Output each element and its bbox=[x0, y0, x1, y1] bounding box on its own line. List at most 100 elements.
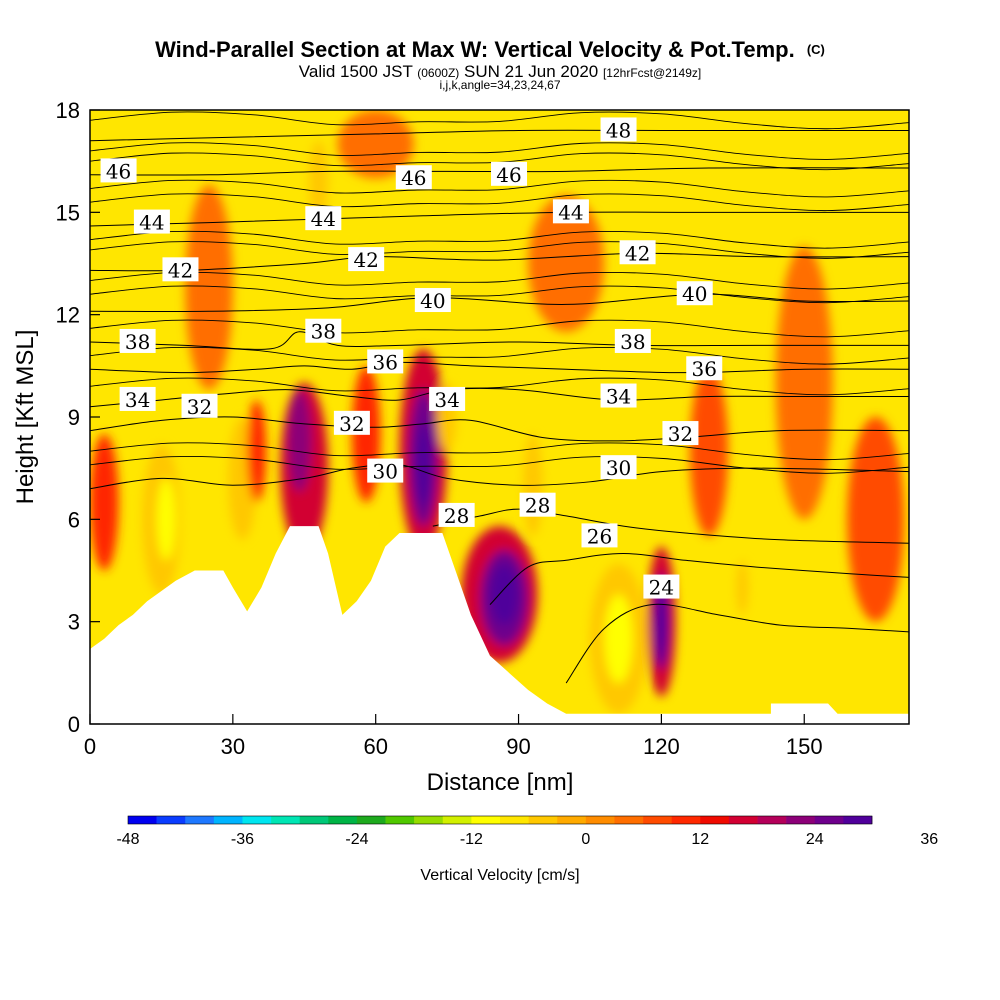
x-axis: 0 30 60 90 120 150 bbox=[84, 714, 823, 759]
theta-contour bbox=[90, 442, 909, 461]
contour-label-text: 34 bbox=[125, 388, 150, 412]
contour-label: 26 bbox=[581, 523, 618, 548]
colorbar-swatch bbox=[671, 816, 701, 824]
theta-contour bbox=[90, 241, 909, 259]
contour-label-text: 42 bbox=[353, 248, 378, 272]
y-axis-label: Height [Kft MSL] bbox=[12, 330, 39, 505]
x-tick-label: 150 bbox=[786, 734, 823, 759]
contour-label-text: 36 bbox=[372, 350, 397, 374]
contour-label: 32 bbox=[181, 393, 218, 419]
colorbar-swatch bbox=[414, 816, 444, 824]
colorbar-ticks: -48 -36 -24 -12 0 12 24 36 bbox=[116, 831, 938, 848]
y-axis: 0 3 6 9 12 15 18 bbox=[56, 98, 100, 737]
contour-label-text: 28 bbox=[525, 494, 550, 518]
contour-label: 34 bbox=[429, 386, 466, 412]
contour-label-text: 26 bbox=[587, 524, 612, 548]
colorbar-swatch bbox=[156, 816, 186, 824]
y-tick-label: 9 bbox=[68, 405, 80, 430]
velocity-cell bbox=[847, 416, 905, 622]
colorbar-swatch bbox=[528, 816, 558, 824]
contour-label: 30 bbox=[600, 455, 637, 480]
contour-label: 32 bbox=[662, 421, 699, 446]
velocity-cell bbox=[689, 365, 729, 537]
velocity-cell bbox=[736, 560, 749, 615]
copyright-mark: (C) bbox=[807, 42, 825, 57]
x-tick-label: 90 bbox=[506, 734, 530, 759]
contour-label-text: 42 bbox=[625, 241, 650, 265]
theta-contour bbox=[90, 377, 909, 396]
velocity-cell bbox=[287, 389, 312, 493]
velocity-cell bbox=[775, 246, 833, 520]
colorbar-tick-label: 24 bbox=[806, 831, 824, 848]
theta-contour bbox=[90, 193, 909, 212]
contour-label: 44 bbox=[552, 199, 589, 224]
x-tick-label: 120 bbox=[643, 734, 680, 759]
contour-label: 46 bbox=[100, 158, 137, 183]
theta-contour bbox=[90, 416, 909, 442]
colorbar bbox=[127, 815, 873, 825]
theta-contour bbox=[489, 552, 909, 605]
colorbar-label: Vertical Velocity [cm/s] bbox=[420, 867, 579, 884]
colorbar-swatch bbox=[700, 816, 730, 824]
terrain bbox=[90, 526, 909, 724]
contour-label-text: 32 bbox=[339, 412, 364, 436]
velocity-cell bbox=[416, 423, 431, 506]
contour-label-text: 32 bbox=[187, 395, 212, 419]
y-tick-label: 6 bbox=[68, 507, 80, 532]
contour-label: 28 bbox=[438, 502, 475, 528]
colorbar-tick-label: -36 bbox=[231, 831, 254, 848]
velocity-cell bbox=[156, 478, 176, 561]
colorbar-swatch bbox=[471, 816, 501, 824]
colorbar-tick-label: 12 bbox=[691, 831, 709, 848]
theta-contour bbox=[90, 346, 909, 365]
colorbar-swatch bbox=[643, 816, 672, 824]
theta-contour bbox=[90, 167, 909, 176]
chart-subtitle: Valid 1500 JST (0600Z) SUN 21 Jun 2020 [… bbox=[299, 62, 701, 81]
colorbar-tick-label: -48 bbox=[116, 831, 139, 848]
contour-label: 32 bbox=[333, 410, 370, 436]
contour-label: 38 bbox=[305, 318, 342, 344]
contour-label-text: 48 bbox=[606, 118, 631, 142]
colorbar-swatch bbox=[757, 816, 787, 824]
y-tick-label: 3 bbox=[68, 610, 80, 635]
contour-label-text: 46 bbox=[496, 163, 521, 187]
colorbar-tick-label: -12 bbox=[460, 831, 483, 848]
contour-label-text: 44 bbox=[311, 207, 336, 231]
theta-contour bbox=[90, 129, 909, 142]
contour-label: 34 bbox=[600, 383, 637, 409]
velocity-cell bbox=[489, 563, 519, 626]
contour-label: 46 bbox=[491, 161, 528, 187]
contour-label: 34 bbox=[119, 386, 156, 412]
contour-label: 42 bbox=[162, 257, 199, 282]
contour-label: 24 bbox=[643, 574, 680, 600]
contour-label-text: 46 bbox=[106, 159, 131, 183]
colorbar-swatch bbox=[728, 816, 758, 824]
contour-label: 36 bbox=[686, 356, 723, 381]
contour-label: 30 bbox=[367, 458, 404, 484]
chart-indices: i,j,k,angle=34,23,24,67 bbox=[439, 78, 560, 92]
colorbar-swatch bbox=[814, 816, 844, 824]
contour-label: 28 bbox=[519, 492, 556, 518]
theta-contour bbox=[90, 179, 909, 198]
colorbar-swatch bbox=[442, 816, 472, 824]
contour-label: 44 bbox=[133, 209, 170, 235]
colorbar-swatch bbox=[213, 816, 243, 824]
contour-label-text: 30 bbox=[606, 456, 631, 480]
contour-label-text: 44 bbox=[139, 211, 164, 235]
theta-contour bbox=[90, 319, 909, 338]
colorbar-swatch bbox=[385, 816, 415, 824]
y-tick-label: 12 bbox=[56, 303, 80, 328]
theta-contour bbox=[90, 211, 909, 227]
contour-label-text: 44 bbox=[558, 200, 583, 224]
y-tick-label: 0 bbox=[68, 712, 80, 737]
contour-label: 42 bbox=[348, 247, 385, 272]
contour-label-text: 24 bbox=[649, 576, 674, 600]
theta-contours bbox=[90, 111, 909, 684]
contour-label: 46 bbox=[395, 165, 432, 190]
contour-label: 40 bbox=[414, 288, 451, 313]
colorbar-swatch bbox=[299, 816, 329, 824]
colorbar-swatch bbox=[557, 816, 587, 824]
theta-contour bbox=[90, 252, 909, 272]
